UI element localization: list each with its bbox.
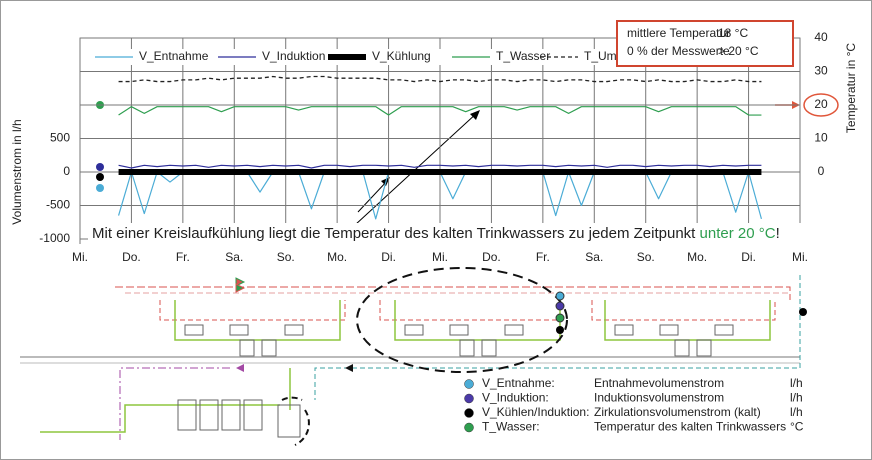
pipe-branch: [591, 300, 776, 321]
y-tick-label: 500: [50, 131, 70, 145]
highlight-circle: [803, 93, 839, 117]
legend-symbol: V_Kühlen/Induktion:: [482, 405, 589, 419]
flow-arrow: [345, 364, 353, 372]
y2-tick-label: 10: [814, 131, 828, 145]
legend-dot: [464, 393, 474, 404]
y2-tick-label: 40: [814, 30, 828, 44]
arrow: [357, 179, 389, 213]
x-tick-label: Fr.: [536, 250, 550, 264]
series-line: [118, 75, 762, 83]
y-tick-label: -500: [46, 198, 70, 212]
legend-unit: l/h: [790, 405, 803, 419]
legend-dot: [464, 379, 474, 389]
sensor-dot: [799, 308, 807, 316]
grid: [79, 37, 801, 240]
legend-label: V_Kühlung: [372, 49, 431, 63]
statement: Mit einer Kreislaufkühlung liegt die Tem…: [92, 225, 780, 242]
sensor-dot: [555, 291, 565, 301]
legend-symbol: V_Induktion:: [482, 391, 549, 405]
x-tick-label: Di.: [381, 250, 396, 264]
x-tick-label: Mo.: [687, 250, 707, 264]
x-tick-label: Sa.: [585, 250, 603, 264]
legend-description: Zirkulationsvolumenstrom (kalt): [594, 405, 761, 419]
pipe-hot: [115, 286, 791, 300]
series-dot: [96, 184, 104, 192]
series-dot: [96, 173, 104, 181]
schematic: [20, 267, 807, 446]
legend-label: T_Wasser: [496, 49, 550, 63]
series-dot: [96, 163, 104, 171]
y2-axis-label: Temperatur in °C: [844, 43, 858, 133]
legend-label: V_Induktion: [262, 49, 325, 63]
x-tick-label: Mo.: [327, 250, 347, 264]
sensor-dot: [555, 301, 565, 311]
sensor-dot: [556, 326, 564, 334]
x-tick-label: So.: [277, 250, 295, 264]
x-tick-label: Di.: [741, 250, 756, 264]
y2-tick-label: 30: [814, 64, 828, 78]
legend-unit: l/h: [790, 376, 803, 390]
legend-bg: [88, 49, 788, 65]
statement-end: !: [776, 225, 780, 242]
y-axis-label: Volumenstrom in l/h: [10, 119, 24, 224]
annotation-text: 0 % der Messwerte: [627, 44, 730, 58]
annotation-box: [616, 20, 794, 67]
legend-dot: [464, 422, 474, 433]
fixtures: [177, 324, 734, 438]
legend-unit: °C: [790, 420, 804, 434]
x-tick-label: Fr.: [176, 250, 190, 264]
statement-text: Mit einer Kreislaufkühlung liegt die Tem…: [92, 225, 700, 242]
legend-symbol: V_Entnahme:: [482, 376, 555, 390]
legend-label: V_Entnahme: [139, 49, 209, 63]
highlight-ellipse: [281, 396, 310, 446]
statement-highlight: unter 20 °C: [700, 225, 776, 242]
pipe-supply: [40, 404, 280, 433]
x-tick-label: Mi.: [432, 250, 448, 264]
arrow: [354, 111, 479, 226]
arrowhead: [470, 110, 480, 120]
x-tick-label: Do.: [482, 250, 501, 264]
x-tick-label: Mi.: [72, 250, 88, 264]
annotation-text: mittlere Temperatur: [627, 26, 730, 40]
flow-arrow: [235, 283, 246, 293]
legend-description: Temperatur des kalten Trinkwassers: [594, 420, 786, 434]
pipe-cold: [174, 300, 341, 341]
legend-unit: l/h: [790, 391, 803, 405]
series-line: [118, 164, 762, 169]
statement-bg: [88, 223, 808, 245]
pipe-circulation: [119, 367, 230, 440]
annotation-value: 18 °C: [718, 26, 748, 40]
legend-dot: [464, 408, 474, 418]
legend-description: Induktionsvolumenstrom: [594, 391, 724, 405]
pipe-return: [314, 275, 801, 400]
y2-tick-label: 20: [814, 97, 828, 111]
y2-tick-label: 0: [818, 164, 825, 178]
flow-arrow: [235, 277, 246, 287]
pipe-branch: [159, 300, 346, 321]
x-tick-label: So.: [637, 250, 655, 264]
x-tick-label: Sa.: [225, 250, 243, 264]
annotation-value: > 20 °C: [718, 44, 759, 58]
x-tick-label: Do.: [122, 250, 141, 264]
flow-arrow: [236, 364, 244, 372]
pipe-branch: [379, 300, 561, 321]
y-tick-label: -1000: [39, 231, 70, 245]
sensor-dot: [555, 313, 565, 323]
series-line: [118, 106, 762, 116]
x-tick-label: Mi.: [792, 250, 808, 264]
highlight-ellipse: [356, 267, 568, 373]
legend-symbol: T_Wasser:: [482, 420, 540, 434]
legend-description: Entnahmevolumenstrom: [594, 376, 724, 390]
y-tick-label: 0: [63, 164, 70, 178]
